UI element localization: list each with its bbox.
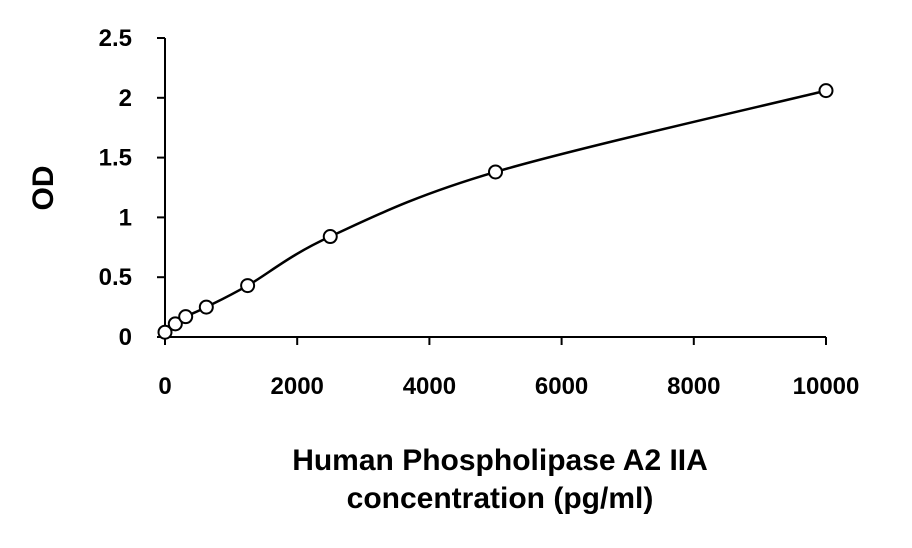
x-tick-label: 10000: [793, 373, 860, 400]
y-tick-labels: 0 0.5 1 1.5 2 2.5: [99, 25, 132, 351]
y-tick-label: 0: [119, 324, 132, 351]
data-point: [240, 278, 256, 294]
x-tick-label: 0: [158, 373, 171, 400]
y-tick-label: 2.5: [99, 25, 132, 52]
y-tick-label: 2: [119, 85, 132, 112]
x-axis-title-line-1: Human Phospholipase A2 IIA: [292, 444, 708, 477]
data-point: [322, 229, 338, 245]
data-points: [157, 83, 834, 340]
y-axis-title: OD: [27, 166, 60, 211]
fit-curve: [164, 89, 827, 334]
x-tick-label: 2000: [271, 373, 324, 400]
data-point: [198, 299, 214, 315]
data-point: [157, 324, 173, 340]
y-tick-label: 0.5: [99, 264, 132, 291]
x-tick-label: 4000: [403, 373, 456, 400]
data-point: [818, 83, 834, 99]
x-tick-label: 8000: [667, 373, 720, 400]
y-tick-label: 1.5: [99, 145, 132, 172]
x-axis-title-line-2: concentration (pg/ml): [347, 482, 654, 515]
y-tick-label: 1: [119, 204, 132, 231]
axes: [157, 37, 827, 345]
x-tick-label: 6000: [535, 373, 588, 400]
x-tick-labels: 0 2000 4000 6000 8000 10000: [158, 373, 859, 400]
data-point: [178, 309, 194, 325]
data-point: [167, 316, 183, 332]
data-point: [488, 164, 503, 180]
